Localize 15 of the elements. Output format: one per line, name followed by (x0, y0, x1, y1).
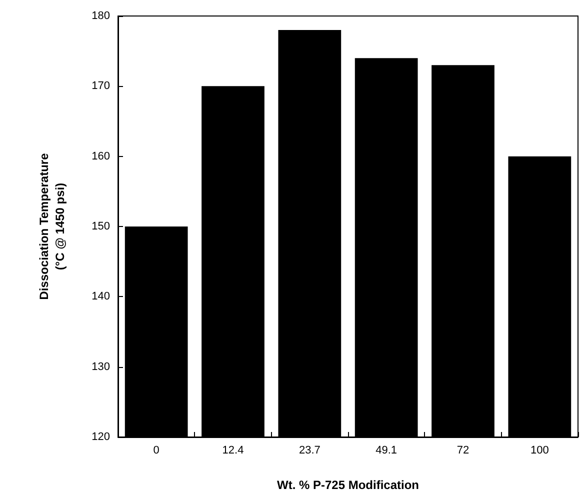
x-tick-label: 0 (153, 444, 160, 456)
y-tick-label: 170 (92, 80, 110, 92)
y-tick-label: 150 (92, 220, 110, 232)
y-tick-label: 180 (92, 10, 110, 22)
y-tick-label: 130 (92, 360, 110, 373)
y-tick-label: 160 (92, 150, 110, 162)
y-axis-title: Dissociation Temperature (°C @ 1450 psi) (37, 152, 67, 300)
x-tick-label: 72 (456, 444, 470, 456)
x-tick-label: 23.7 (298, 444, 320, 456)
x-tick-label: 49.1 (376, 444, 398, 456)
x-tick-label: 100 (530, 444, 549, 456)
y-tick-label: 140 (92, 290, 110, 303)
x-axis-title: Wt. % P-725 Modification (276, 478, 420, 492)
y-tick-label: 120 (92, 431, 110, 443)
x-tick-label: 12.4 (222, 444, 244, 456)
